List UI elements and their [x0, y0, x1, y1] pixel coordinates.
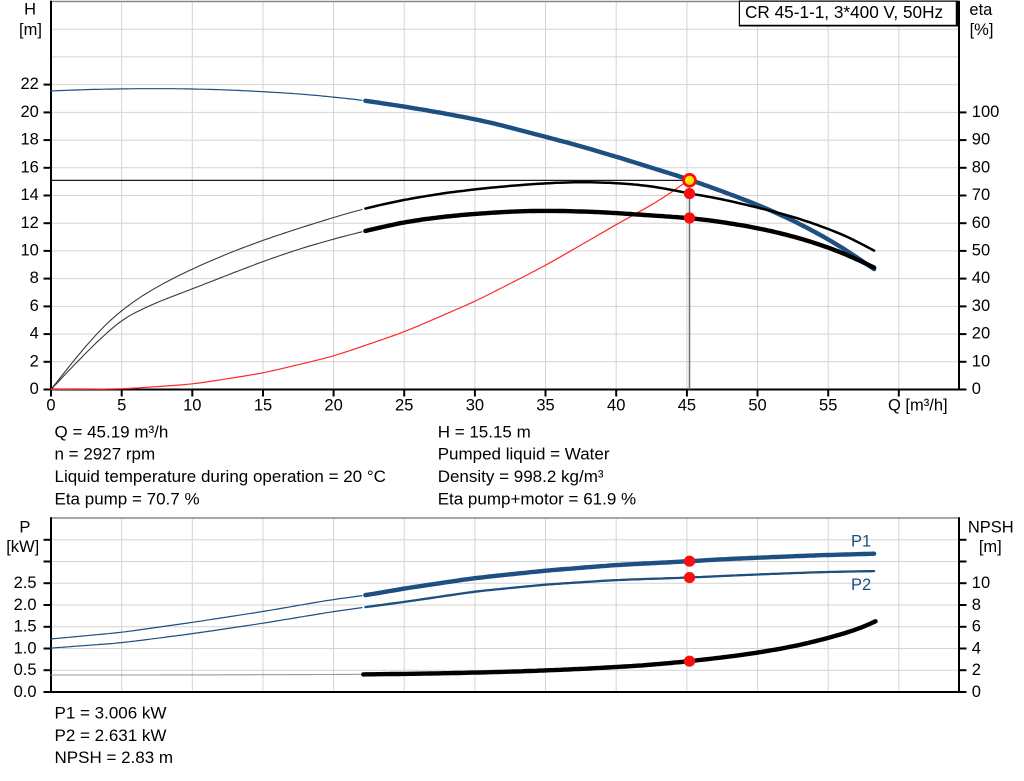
svg-text:12: 12: [20, 214, 38, 232]
svg-text:Q = 45.19 m³/h: Q = 45.19 m³/h: [55, 422, 169, 441]
svg-text:n = 2927 rpm: n = 2927 rpm: [55, 445, 156, 464]
svg-text:40: 40: [607, 396, 625, 414]
svg-text:60: 60: [972, 214, 990, 232]
svg-text:2.5: 2.5: [14, 574, 37, 592]
svg-text:P2 = 2.631 kW: P2 = 2.631 kW: [55, 726, 167, 745]
svg-text:30: 30: [972, 297, 990, 315]
svg-text:35: 35: [536, 396, 554, 414]
svg-text:16: 16: [20, 158, 38, 176]
svg-text:50: 50: [748, 396, 766, 414]
svg-text:Eta pump+motor = 61.9 %: Eta pump+motor = 61.9 %: [438, 490, 636, 509]
svg-text:15: 15: [254, 396, 272, 414]
svg-text:40: 40: [972, 269, 990, 287]
svg-text:NPSH = 2.83 m: NPSH = 2.83 m: [55, 748, 174, 767]
svg-text:[kW]: [kW]: [6, 538, 39, 556]
svg-text:20: 20: [20, 103, 38, 121]
svg-text:8: 8: [30, 269, 39, 287]
svg-text:2: 2: [30, 352, 39, 370]
svg-text:0: 0: [972, 380, 981, 398]
svg-text:80: 80: [972, 158, 990, 176]
svg-text:14: 14: [20, 186, 38, 204]
svg-text:0: 0: [972, 683, 981, 701]
svg-text:5: 5: [117, 396, 126, 414]
svg-text:[m]: [m]: [19, 21, 42, 39]
svg-text:H = 15.15 m: H = 15.15 m: [438, 422, 531, 441]
svg-text:20: 20: [324, 396, 342, 414]
svg-text:P: P: [19, 519, 30, 537]
svg-text:6: 6: [30, 297, 39, 315]
svg-text:90: 90: [972, 131, 990, 149]
svg-text:Pumped liquid = Water: Pumped liquid = Water: [438, 445, 610, 464]
svg-text:[%]: [%]: [970, 21, 994, 39]
svg-text:2: 2: [972, 661, 981, 679]
svg-text:P2: P2: [851, 576, 871, 594]
svg-text:4: 4: [30, 325, 39, 343]
svg-text:0: 0: [46, 396, 55, 414]
svg-text:10: 10: [972, 352, 990, 370]
svg-text:P1: P1: [851, 533, 871, 551]
svg-text:10: 10: [20, 242, 38, 260]
svg-text:10: 10: [972, 574, 990, 592]
svg-text:6: 6: [972, 618, 981, 636]
svg-text:2.0: 2.0: [14, 596, 37, 614]
svg-text:0.5: 0.5: [14, 661, 37, 679]
svg-text:Q [m³/h]: Q [m³/h]: [888, 396, 948, 414]
svg-text:1.0: 1.0: [14, 639, 37, 657]
svg-text:55: 55: [819, 396, 837, 414]
svg-text:H: H: [24, 1, 36, 19]
svg-text:0.0: 0.0: [14, 683, 37, 701]
svg-text:[m]: [m]: [979, 538, 1002, 556]
svg-text:4: 4: [972, 639, 981, 657]
svg-text:25: 25: [395, 396, 413, 414]
svg-text:CR 45-1-1, 3*400 V, 50Hz: CR 45-1-1, 3*400 V, 50Hz: [745, 2, 943, 22]
svg-text:P1 = 3.006 kW: P1 = 3.006 kW: [55, 703, 167, 722]
svg-text:22: 22: [20, 75, 38, 93]
svg-text:10: 10: [183, 396, 201, 414]
svg-text:eta: eta: [969, 1, 993, 19]
svg-text:Liquid temperature during oper: Liquid temperature during operation = 20…: [55, 467, 386, 486]
svg-text:18: 18: [20, 131, 38, 149]
svg-text:20: 20: [972, 325, 990, 343]
svg-text:70: 70: [972, 186, 990, 204]
svg-text:0: 0: [30, 380, 39, 398]
svg-text:1.5: 1.5: [14, 618, 37, 636]
svg-text:45: 45: [678, 396, 696, 414]
svg-text:Eta pump = 70.7 %: Eta pump = 70.7 %: [55, 490, 200, 509]
svg-text:30: 30: [466, 396, 484, 414]
svg-text:Density = 998.2 kg/m³: Density = 998.2 kg/m³: [438, 467, 604, 486]
svg-text:50: 50: [972, 242, 990, 260]
svg-text:8: 8: [972, 596, 981, 614]
svg-text:NPSH: NPSH: [968, 519, 1014, 537]
svg-text:100: 100: [972, 103, 1000, 121]
